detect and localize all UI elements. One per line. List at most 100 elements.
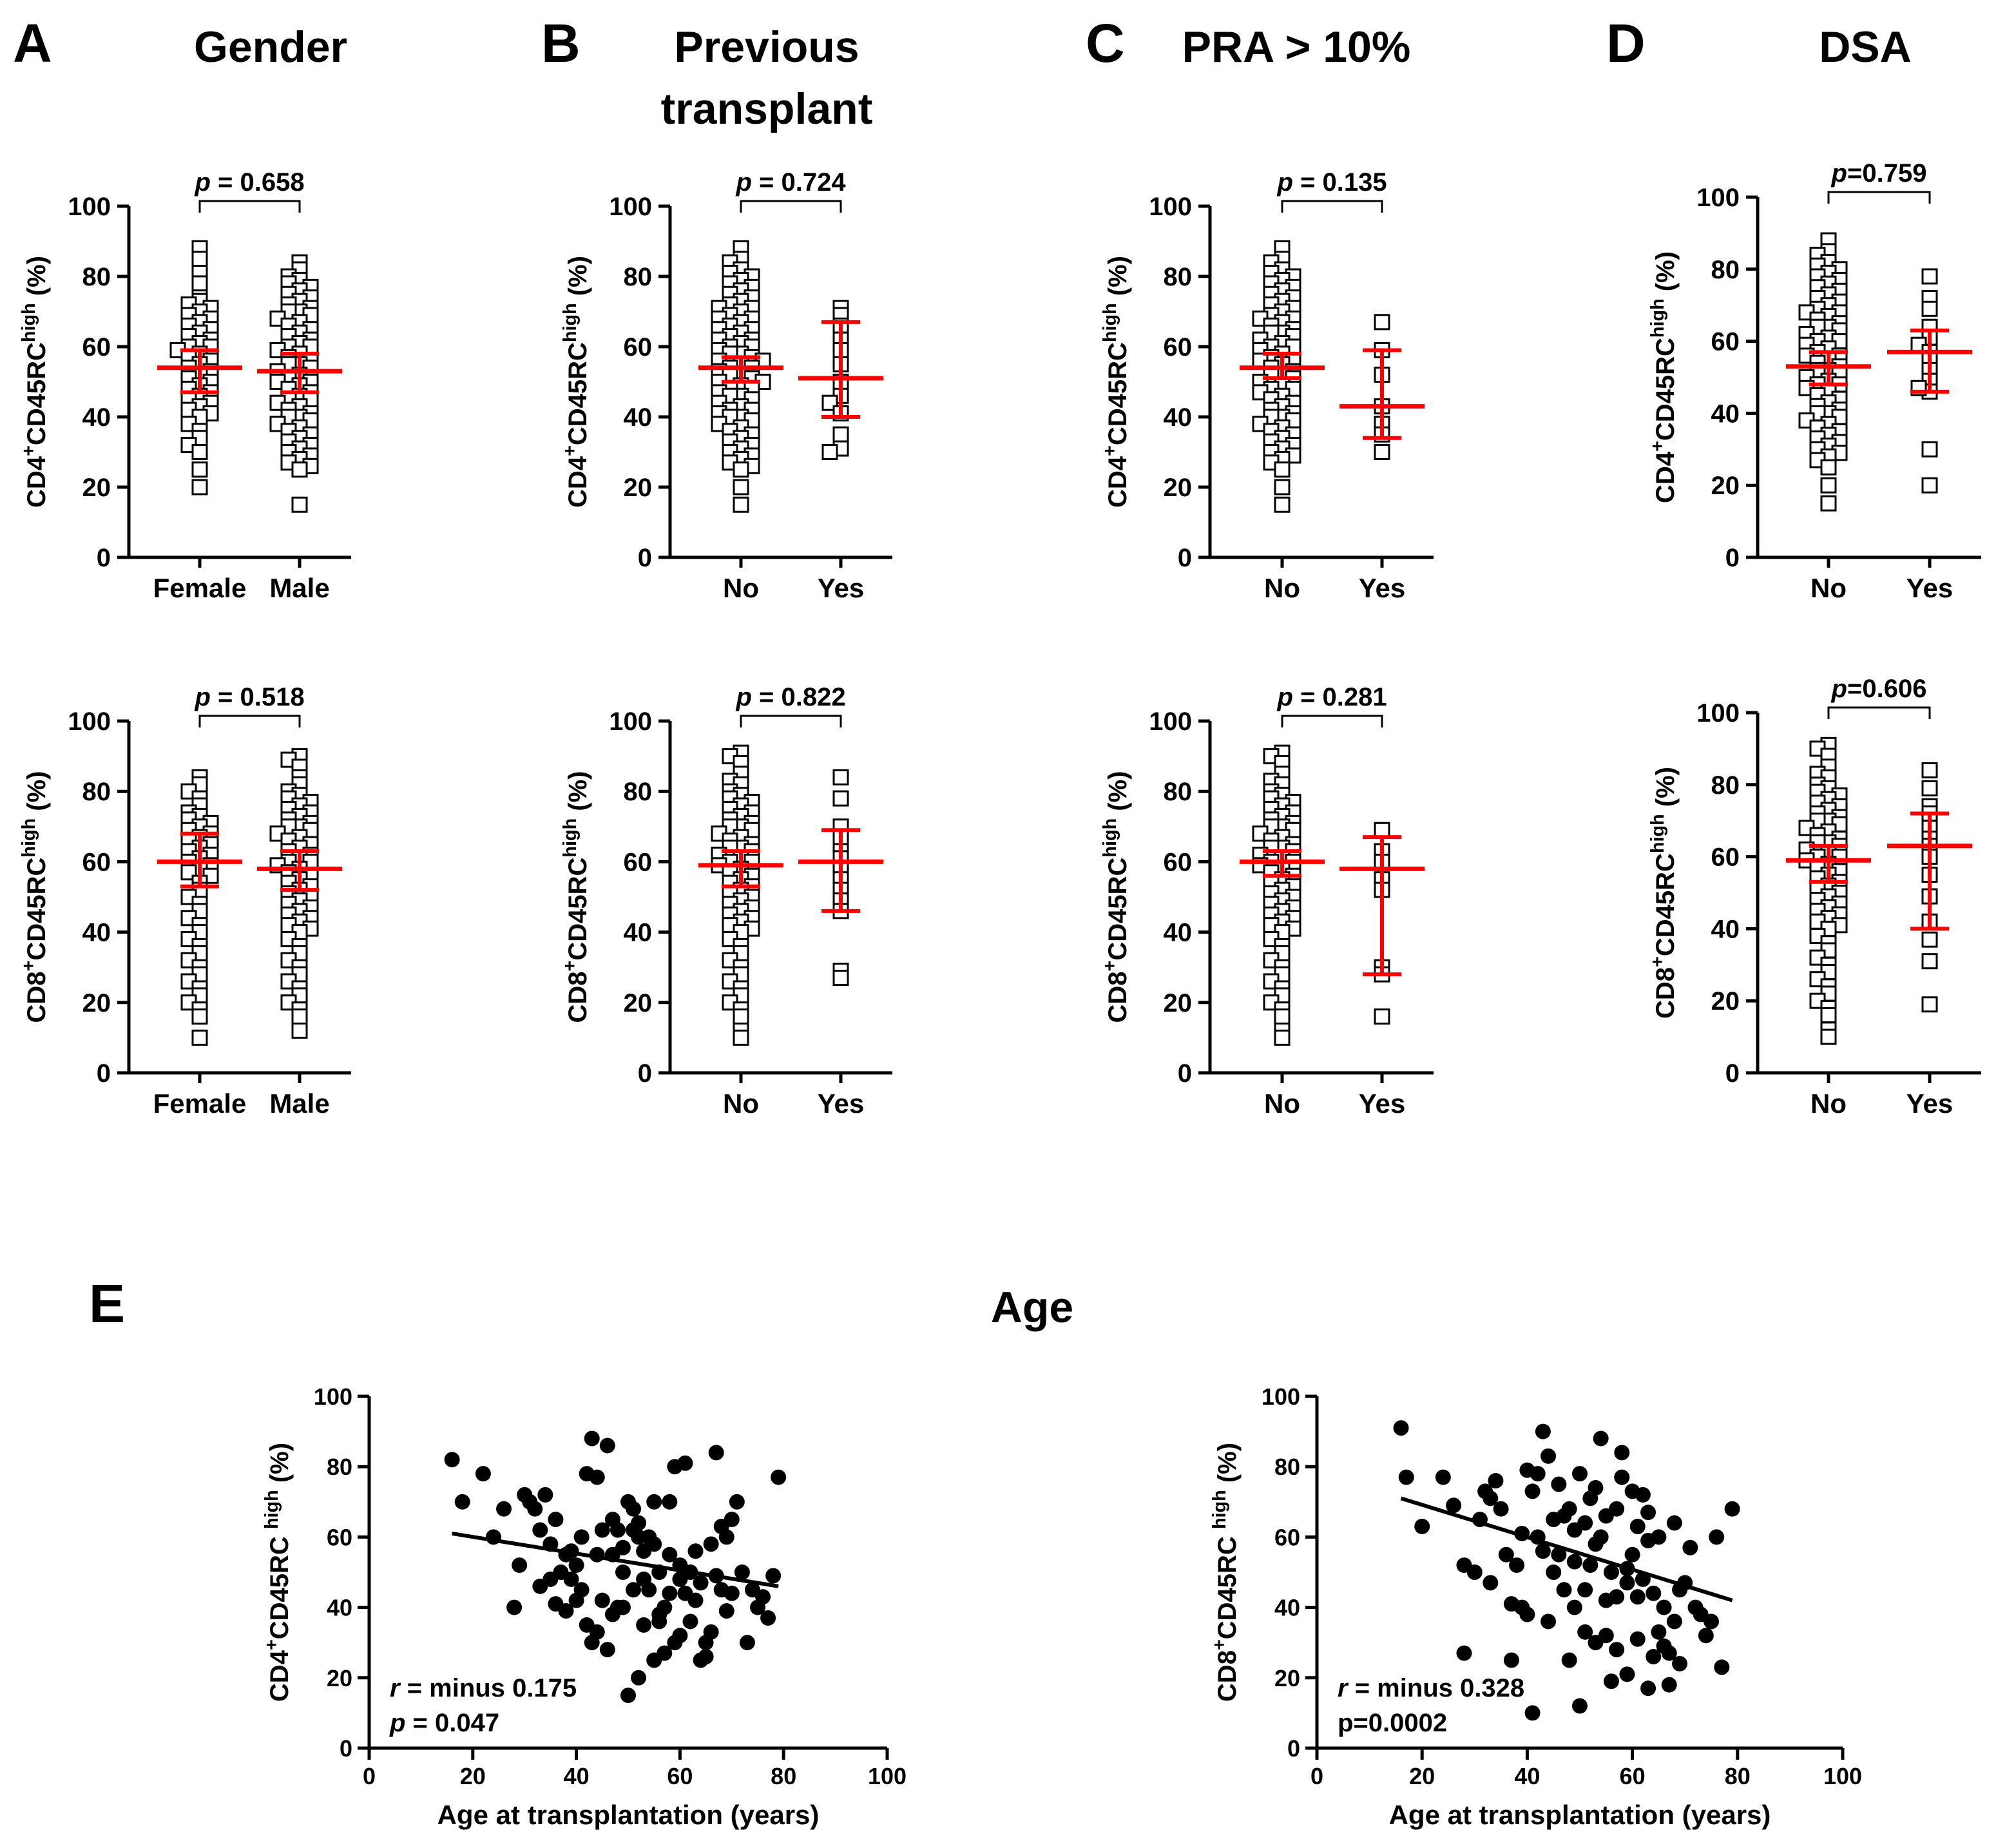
x-tick-label: 80 — [1725, 1763, 1751, 1789]
axis-label-part: + — [19, 961, 39, 972]
data-point — [1483, 1575, 1499, 1591]
data-point — [1609, 1501, 1625, 1517]
axis-label-part: (%) — [1104, 771, 1132, 818]
axis-label-part: CD4 — [1651, 451, 1680, 503]
y-tick-label: 100 — [609, 193, 652, 221]
data-point — [821, 444, 838, 460]
dotplot-D-bottom: 0 20 40 60 80 100 No Yes CD8+CD45RChigh (%) p=0.6… — [1647, 675, 1981, 1119]
data-point — [1666, 1515, 1682, 1531]
x-axis-label: Age at transplantation (years) — [1389, 1800, 1771, 1830]
y-tick-label: 20 — [1711, 472, 1740, 500]
axis-label-part: CD45RC — [564, 342, 592, 445]
x-tick-label: 20 — [460, 1763, 486, 1789]
y-tick-label: 60 — [1711, 843, 1740, 872]
panel-title-a: Gender — [194, 23, 347, 72]
axis-label-part: high — [1209, 1490, 1230, 1529]
y-tick-label: 40 — [624, 919, 653, 947]
data-point — [1646, 1585, 1662, 1601]
data-point — [1698, 1628, 1714, 1644]
data-point — [1921, 953, 1938, 970]
data-point — [1820, 459, 1837, 476]
p-value-label: p = 0.281 — [1276, 683, 1387, 711]
data-point — [733, 1029, 749, 1046]
axis-label-part: (%) — [265, 1443, 294, 1490]
axis-label-part: high — [19, 818, 39, 858]
data-point — [1921, 762, 1938, 778]
data-point — [548, 1596, 564, 1612]
data-point — [191, 275, 208, 292]
x-tick-label: 20 — [1409, 1763, 1435, 1789]
data-point — [626, 1501, 642, 1517]
y-tick-label: 0 — [1287, 1735, 1300, 1762]
data-point — [1640, 1505, 1656, 1521]
axis-label-part: CD4 — [265, 1650, 294, 1702]
y-tick-label: 80 — [624, 778, 653, 806]
axis-label-part: high — [560, 303, 581, 342]
p-value-label: p = 0.047 — [389, 1709, 499, 1737]
x-tick-label: Male — [269, 1088, 329, 1119]
data-point — [832, 769, 849, 785]
data-point — [1820, 1007, 1837, 1024]
y-tick-label: 60 — [1164, 333, 1193, 361]
axis-label-part: + — [1209, 1639, 1230, 1650]
data-point — [191, 479, 208, 496]
data-point — [291, 461, 308, 478]
data-point — [733, 1008, 749, 1025]
axis-label-part: + — [1100, 445, 1120, 456]
y-tick-label: 0 — [1725, 544, 1740, 572]
y-tick-label: 80 — [1164, 263, 1193, 291]
y-tick-label: 60 — [624, 848, 653, 876]
data-point — [713, 1519, 729, 1535]
data-point — [672, 1628, 688, 1644]
p-symbol: p — [735, 168, 751, 197]
data-point — [1709, 1529, 1725, 1545]
data-point — [594, 1592, 610, 1608]
y-tick-label: 20 — [1164, 474, 1193, 502]
data-point — [1598, 1628, 1614, 1644]
p-symbol: p — [735, 683, 751, 711]
y-tick-label: 40 — [1711, 915, 1740, 943]
data-point — [1651, 1529, 1667, 1545]
data-point — [191, 444, 208, 460]
axis-label-part: CD45RC — [1104, 342, 1132, 445]
axis-label-part — [1213, 1529, 1242, 1536]
data-point — [573, 1529, 590, 1545]
data-point — [589, 1624, 605, 1640]
correlation-label: r = minus 0.175 — [390, 1674, 577, 1702]
y-tick-label: 0 — [340, 1735, 352, 1762]
data-point — [568, 1557, 584, 1574]
x-tick-label: Yes — [818, 573, 864, 603]
x-tick-label: No — [1264, 1088, 1300, 1119]
data-point — [191, 251, 208, 267]
axis-label-part: CD8 — [1213, 1650, 1242, 1702]
data-point — [1614, 1445, 1630, 1461]
data-point — [832, 970, 849, 987]
data-point — [733, 479, 749, 496]
axis-label-part: (%) — [1651, 251, 1680, 298]
significance-bracket — [1281, 200, 1383, 213]
panel-title-c: PRA > 10% — [1182, 23, 1411, 72]
y-tick-label: 0 — [1178, 544, 1192, 572]
panel-letter-e: E — [89, 1273, 125, 1334]
data-point — [739, 1635, 755, 1651]
data-point — [760, 1610, 776, 1626]
data-point — [532, 1522, 548, 1538]
y-tick-label: 60 — [1274, 1524, 1300, 1550]
data-point — [733, 496, 749, 513]
y-tick-label: 40 — [624, 403, 653, 432]
axis-label-part: CD8 — [1651, 967, 1680, 1019]
data-point — [646, 1652, 662, 1668]
p-value: = 0.281 — [1293, 683, 1387, 711]
data-point — [1588, 1536, 1604, 1552]
data-point — [291, 1022, 308, 1039]
dotplot-B-bottom: 0 20 40 60 80 100 No Yes CD8+CD45RChigh (%) p = 0… — [560, 683, 892, 1119]
data-point — [1588, 1479, 1604, 1496]
data-point — [589, 1469, 605, 1485]
data-point — [1374, 314, 1390, 331]
stat-symbol: r — [1338, 1674, 1349, 1702]
data-point — [636, 1543, 652, 1559]
data-point — [1603, 1673, 1619, 1689]
dotplot-A-top: 0 20 40 60 80 100 Female Male CD4+CD45RChigh (%)… — [19, 168, 351, 603]
data-point — [1466, 1564, 1483, 1580]
